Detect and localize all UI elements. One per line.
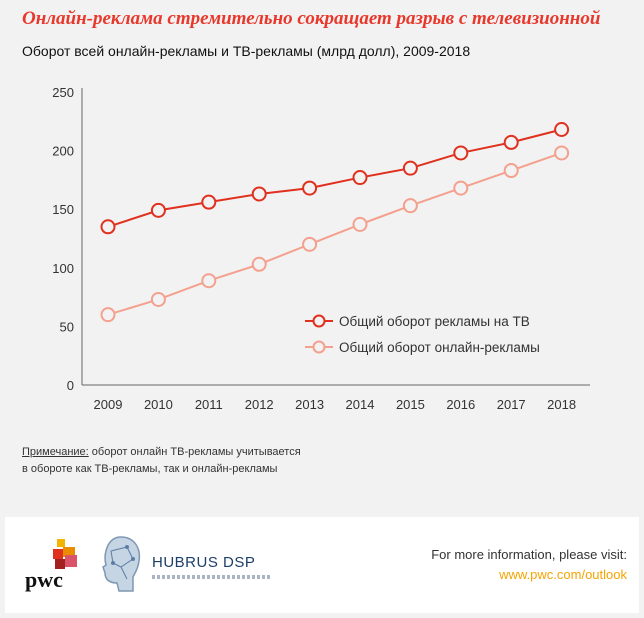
chart-note: Примечание: оборот онлайн ТВ-рекламы учи… (22, 444, 301, 478)
more-info-link[interactable]: www.pwc.com/outlook (499, 567, 627, 582)
data-point (402, 198, 418, 214)
data-point (302, 180, 318, 196)
x-tick-label: 2014 (346, 397, 375, 412)
x-tick-label: 2016 (446, 397, 475, 412)
data-point (503, 163, 519, 179)
note-line-2: в обороте как ТВ-рекламы, так и онлайн-р… (22, 463, 278, 475)
legend-label: Общий оборот рекламы на ТВ (339, 314, 530, 329)
data-point (251, 186, 267, 202)
x-tick-label: 2017 (497, 397, 526, 412)
data-point (453, 145, 469, 161)
x-tick-label: 2009 (94, 397, 123, 412)
data-point (503, 134, 519, 150)
data-point (302, 236, 318, 252)
hubrus-tagline-decoration (152, 575, 272, 579)
y-tick-label: 100 (52, 261, 74, 276)
hubrus-logo-text: HUBRUS DSP (152, 554, 256, 571)
data-point (251, 256, 267, 272)
x-tick-label: 2015 (396, 397, 425, 412)
data-point (150, 202, 166, 218)
data-point (352, 170, 368, 186)
data-point (201, 194, 217, 210)
x-tick-label: 2013 (295, 397, 324, 412)
legend-marker (312, 314, 326, 328)
series-line (107, 128, 562, 228)
x-tick-label: 2012 (245, 397, 274, 412)
line-chart: 0 50 100 150 200 250 2009 2010 2011 2012 2013 2014 2… (52, 85, 590, 412)
x-tick-label: 2010 (144, 397, 173, 412)
footer: pwc HUBRUS DSP For more information, ple… (5, 517, 639, 613)
chart-series (100, 122, 570, 323)
data-point (100, 307, 116, 323)
y-tick-label: 0 (67, 378, 74, 393)
data-point (453, 180, 469, 196)
chart-title: Онлайн-реклама стремительно сокращает ра… (22, 8, 601, 29)
y-tick-label: 250 (52, 85, 74, 100)
more-info-text: For more information, please visit: (431, 547, 627, 562)
data-point (201, 273, 217, 289)
data-point (554, 122, 570, 138)
chart-subtitle: Оборот всей онлайн-рекламы и ТВ-рекламы … (22, 43, 471, 59)
note-label: Примечание: (22, 446, 89, 458)
data-point (554, 145, 570, 161)
data-point (100, 219, 116, 235)
pwc-logo-text: pwc (25, 567, 63, 592)
hubrus-head-icon (102, 536, 141, 592)
data-point (352, 216, 368, 232)
x-tick-label: 2018 (547, 397, 576, 412)
y-tick-label: 200 (52, 144, 74, 159)
data-point (402, 160, 418, 176)
y-tick-label: 50 (60, 319, 74, 334)
chart-axes: 0 50 100 150 200 250 2009 2010 2011 2012 2013 2014 2… (52, 85, 590, 412)
x-tick-label: 2011 (195, 397, 223, 412)
note-line-1: оборот онлайн ТВ-рекламы учитывается (88, 446, 301, 458)
data-point (150, 291, 166, 307)
legend-marker (312, 340, 326, 354)
legend-label: Общий оборот онлайн-рекламы (339, 340, 540, 355)
series-line (107, 151, 562, 316)
chart-legend: Общий оборот рекламы на ТВ Общий оборот о… (305, 314, 540, 355)
pwc-logo: pwc (25, 539, 77, 592)
y-tick-label: 150 (52, 202, 74, 217)
